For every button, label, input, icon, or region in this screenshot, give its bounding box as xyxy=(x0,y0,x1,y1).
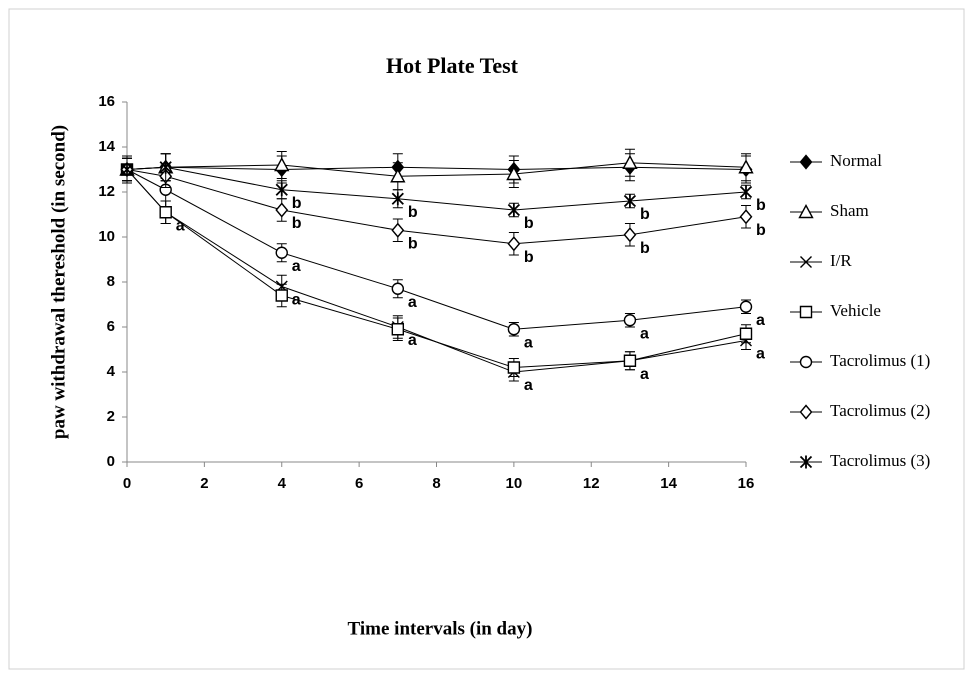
frame xyxy=(8,8,965,670)
chart-title: Hot Plate Test xyxy=(386,53,519,78)
annotation: a xyxy=(640,366,649,383)
point xyxy=(391,282,405,295)
point xyxy=(391,192,404,206)
point xyxy=(739,300,753,313)
legend-label: Tacrolimus (2) xyxy=(830,401,930,420)
legend-label: Vehicle xyxy=(830,301,881,320)
point xyxy=(739,185,753,199)
point xyxy=(623,354,637,367)
point xyxy=(739,209,753,225)
legend-marker xyxy=(799,355,813,369)
point xyxy=(275,202,289,218)
annotation: b xyxy=(640,206,650,223)
annotation: a xyxy=(524,377,533,394)
y-tick-label: 16 xyxy=(98,93,115,110)
annotation: b xyxy=(756,197,766,214)
legend-marker xyxy=(798,204,814,219)
point xyxy=(622,154,638,169)
legend-label: Tacrolimus (1) xyxy=(830,351,930,370)
point xyxy=(159,160,172,174)
point xyxy=(390,168,406,183)
x-tick-label: 8 xyxy=(432,475,440,492)
point xyxy=(507,203,521,217)
point xyxy=(275,246,288,259)
x-tick-label: 4 xyxy=(278,475,287,492)
annotation: a xyxy=(640,325,649,342)
legend-label: Sham xyxy=(830,201,869,220)
annotation: b xyxy=(640,240,650,257)
annotation: a xyxy=(756,346,765,363)
x-tick-label: 12 xyxy=(583,475,600,492)
annotation: b xyxy=(408,204,418,221)
point xyxy=(738,159,754,174)
y-tick-label: 8 xyxy=(107,273,115,290)
annotation: b xyxy=(756,222,766,239)
annotation: b xyxy=(408,235,418,252)
y-tick-label: 14 xyxy=(98,138,115,155)
point xyxy=(623,194,637,208)
legend-marker xyxy=(799,154,813,170)
legend-label: Normal xyxy=(830,151,882,170)
y-axis-label: paw withdrawal thereshold (in second) xyxy=(48,125,69,439)
annotation: a xyxy=(756,312,765,329)
point xyxy=(274,157,290,172)
annotation: a xyxy=(524,334,533,351)
annotation: b xyxy=(292,215,302,232)
legend-marker xyxy=(799,455,813,469)
point xyxy=(507,323,521,336)
point xyxy=(391,222,405,238)
annotation: a xyxy=(408,294,417,311)
legend-label: I/R xyxy=(830,251,852,270)
x-tick-label: 6 xyxy=(355,475,363,492)
annotation: a xyxy=(292,292,301,309)
point xyxy=(120,163,134,176)
y-tick-label: 0 xyxy=(107,453,115,470)
annotation: a xyxy=(292,258,301,275)
point xyxy=(159,206,172,219)
legend-label: Tacrolimus (3) xyxy=(830,451,930,470)
point xyxy=(275,183,288,197)
x-tick-label: 14 xyxy=(660,475,677,492)
annotation: b xyxy=(292,195,302,212)
x-tick-label: 10 xyxy=(506,475,523,492)
point xyxy=(275,289,288,302)
point xyxy=(391,323,405,336)
legend-marker xyxy=(799,404,813,420)
annotation: b xyxy=(524,249,534,266)
x-tick-label: 0 xyxy=(123,475,131,492)
x-axis-label: Time intervals (in day) xyxy=(348,618,533,639)
point xyxy=(623,227,637,243)
y-tick-label: 12 xyxy=(98,183,115,200)
point xyxy=(507,236,521,252)
point xyxy=(739,327,753,340)
y-tick-label: 6 xyxy=(107,318,115,335)
point xyxy=(506,166,522,181)
legend-marker xyxy=(800,256,812,268)
point xyxy=(623,314,637,327)
x-tick-label: 2 xyxy=(200,475,208,492)
annotation: b xyxy=(524,215,534,232)
y-tick-label: 2 xyxy=(107,408,115,425)
annotation: a xyxy=(408,332,417,349)
y-tick-label: 10 xyxy=(98,228,115,245)
x-tick-label: 16 xyxy=(738,475,755,492)
point xyxy=(507,361,521,374)
y-tick-label: 4 xyxy=(107,363,116,380)
legend-marker xyxy=(799,305,813,319)
annotation: a xyxy=(176,217,185,234)
